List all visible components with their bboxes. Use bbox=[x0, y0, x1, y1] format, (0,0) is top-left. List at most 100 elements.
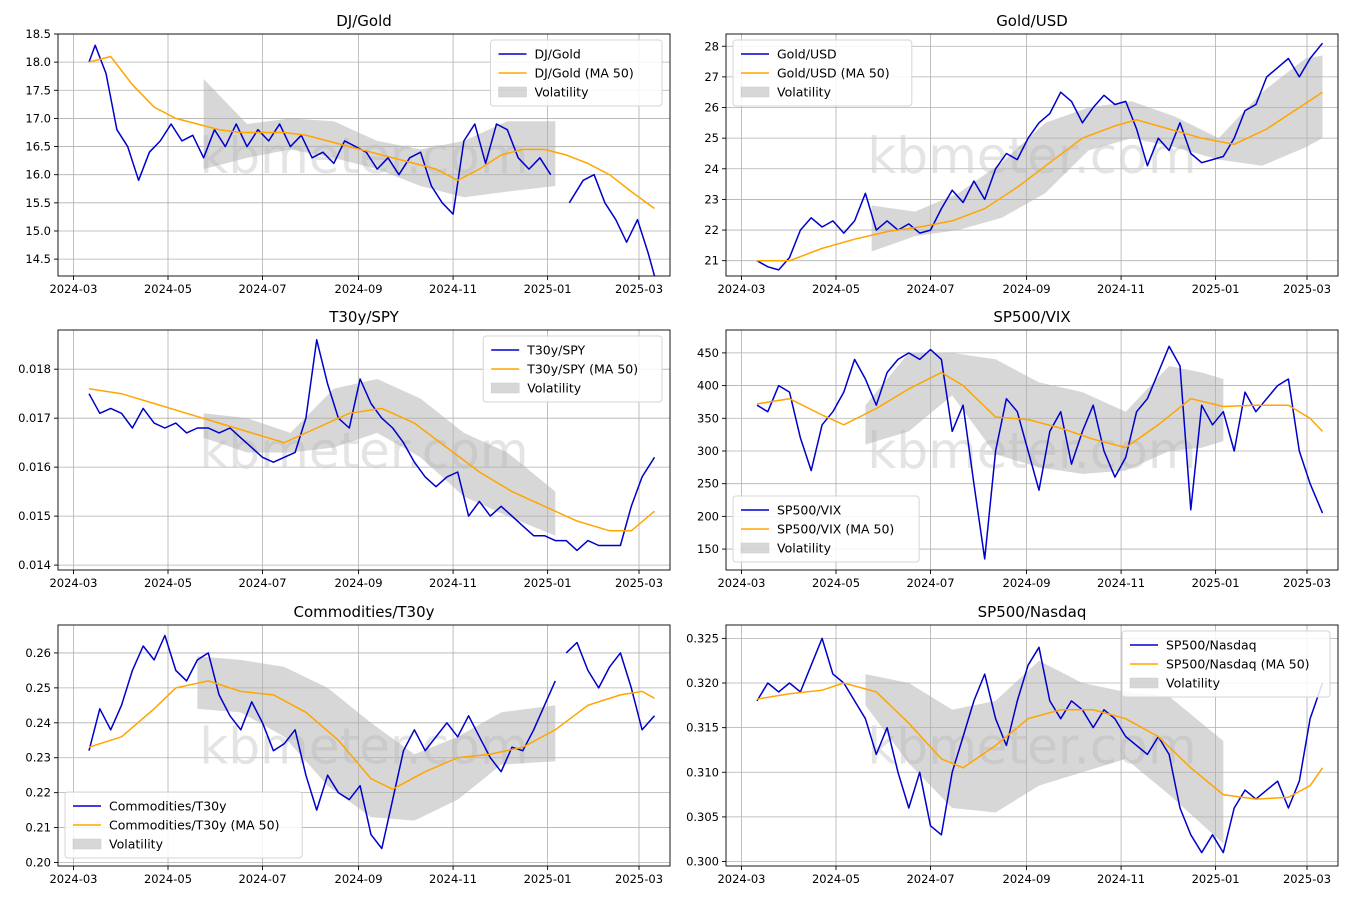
x-tick-label: 2025-01 bbox=[1192, 872, 1240, 886]
chart-panel-4: kbmeter.com2024-032024-052024-072024-092… bbox=[697, 308, 1339, 590]
x-tick-label: 2025-01 bbox=[1192, 282, 1240, 296]
y-tick-label: 0.24 bbox=[25, 716, 51, 730]
x-tick-label: 2024-07 bbox=[906, 872, 954, 886]
x-tick-label: 2024-09 bbox=[1003, 576, 1051, 590]
y-tick-label: 0.20 bbox=[25, 856, 51, 870]
legend: DJ/Gold DJ/Gold (MA 50) Volatility bbox=[490, 39, 663, 107]
volatility-band bbox=[865, 660, 1224, 844]
x-tick-label: 2025-01 bbox=[524, 576, 572, 590]
x-tick-label: 2024-03 bbox=[49, 282, 97, 296]
chart-panel-2: kbmeter.com2024-032024-052024-072024-092… bbox=[704, 12, 1339, 296]
x-tick-label: 2024-03 bbox=[717, 576, 765, 590]
y-tick-label: 16.5 bbox=[25, 140, 51, 154]
plot-frame bbox=[725, 624, 1339, 867]
x-tick-label: 2025-03 bbox=[615, 872, 663, 886]
legend-label: Volatility bbox=[777, 85, 832, 100]
y-tick-label: 16.0 bbox=[25, 168, 51, 182]
y-tick-label: 15.5 bbox=[25, 196, 51, 210]
y-tick-label: 25 bbox=[704, 131, 719, 145]
y-tick-label: 0.23 bbox=[25, 751, 51, 765]
y-tick-label: 24 bbox=[704, 162, 719, 176]
volatility-band bbox=[865, 352, 1224, 474]
y-tick-label: 0.305 bbox=[686, 810, 719, 824]
legend-swatch-volatility bbox=[740, 86, 770, 98]
x-tick-label: 2025-01 bbox=[1192, 576, 1240, 590]
y-tick-label: 0.320 bbox=[686, 676, 719, 690]
price-line bbox=[88, 634, 656, 850]
x-tick-label: 2024-09 bbox=[1003, 282, 1051, 296]
x-tick-label: 2024-03 bbox=[49, 576, 97, 590]
panel-title: DJ/Gold bbox=[336, 12, 392, 30]
volatility-band bbox=[203, 378, 556, 536]
y-tick-label: 0.015 bbox=[18, 509, 51, 523]
panel-title: T30y/SPY bbox=[328, 308, 399, 326]
plot-frame bbox=[725, 33, 1339, 277]
chart-panel-1: kbmeter.com2024-032024-052024-072024-092… bbox=[25, 12, 671, 296]
panel-title: SP500/Nasdaq bbox=[978, 603, 1087, 621]
y-tick-label: 26 bbox=[704, 101, 719, 115]
x-tick-label: 2024-11 bbox=[429, 576, 477, 590]
legend-swatch-volatility bbox=[490, 382, 520, 394]
legend-label: Volatility bbox=[1166, 676, 1221, 691]
ma-line bbox=[88, 680, 655, 791]
y-tick-label: 0.018 bbox=[18, 362, 51, 376]
y-tick-label: 0.016 bbox=[18, 460, 51, 474]
legend: Commodities/T30y Commodities/T30y (MA 50)… bbox=[64, 791, 303, 859]
y-tick-label: 0.310 bbox=[686, 765, 719, 779]
price-line bbox=[756, 637, 1324, 854]
x-tick-label: 2025-03 bbox=[1283, 576, 1331, 590]
y-tick-label: 150 bbox=[697, 542, 719, 556]
legend-label: SP500/Nasdaq bbox=[1166, 638, 1257, 653]
x-tick-label: 2024-09 bbox=[335, 872, 383, 886]
legend-label: SP500/VIX bbox=[777, 503, 842, 518]
legend-box bbox=[482, 335, 663, 403]
y-tick-label: 15.0 bbox=[25, 224, 51, 238]
ma-line bbox=[88, 388, 655, 532]
y-tick-label: 450 bbox=[697, 346, 719, 360]
x-tick-label: 2024-09 bbox=[335, 576, 383, 590]
y-tick-label: 0.325 bbox=[686, 631, 719, 645]
chart-panel-5: kbmeter.com2024-032024-052024-072024-092… bbox=[25, 603, 671, 886]
panel-title: Commodities/T30y bbox=[293, 603, 434, 621]
legend-label: DJ/Gold bbox=[535, 47, 581, 62]
legend-label: Volatility bbox=[109, 837, 164, 852]
legend-label: Commodities/T30y bbox=[109, 799, 227, 814]
y-tick-label: 17.5 bbox=[25, 83, 51, 97]
x-tick-label: 2024-07 bbox=[238, 576, 286, 590]
y-tick-label: 22 bbox=[704, 223, 719, 237]
y-tick-label: 0.21 bbox=[25, 821, 51, 835]
x-tick-label: 2024-05 bbox=[812, 282, 860, 296]
legend-label: SP500/VIX (MA 50) bbox=[777, 522, 894, 537]
y-tick-label: 350 bbox=[697, 411, 719, 425]
x-tick-label: 2024-11 bbox=[1097, 576, 1145, 590]
price-line bbox=[88, 339, 656, 552]
legend-label: Gold/USD bbox=[777, 47, 837, 62]
y-tick-label: 18.0 bbox=[25, 55, 51, 69]
price-line bbox=[756, 42, 1324, 271]
x-tick-label: 2024-11 bbox=[429, 872, 477, 886]
x-tick-label: 2024-03 bbox=[717, 282, 765, 296]
x-tick-label: 2025-03 bbox=[1283, 872, 1331, 886]
plot-frame bbox=[57, 624, 671, 867]
y-tick-label: 0.014 bbox=[18, 558, 51, 572]
y-tick-label: 27 bbox=[704, 70, 719, 84]
y-tick-label: 18.5 bbox=[25, 27, 51, 41]
y-tick-label: 0.017 bbox=[18, 411, 51, 425]
plot-frame bbox=[57, 329, 671, 571]
legend: SP500/VIX SP500/VIX (MA 50) Volatility bbox=[732, 495, 920, 563]
legend: Gold/USD Gold/USD (MA 50) Volatility bbox=[732, 39, 913, 107]
y-tick-label: 0.26 bbox=[25, 646, 51, 660]
legend-label: SP500/Nasdaq (MA 50) bbox=[1166, 657, 1310, 672]
price-line bbox=[88, 44, 656, 276]
y-tick-label: 250 bbox=[697, 477, 719, 491]
y-tick-label: 28 bbox=[704, 39, 719, 53]
y-tick-label: 17.0 bbox=[25, 111, 51, 125]
legend-label: Volatility bbox=[535, 85, 590, 100]
legend-swatch-volatility bbox=[498, 86, 527, 98]
y-tick-label: 200 bbox=[697, 509, 719, 523]
x-tick-label: 2024-11 bbox=[429, 282, 477, 296]
legend: SP500/Nasdaq SP500/Nasdaq (MA 50) Volatili… bbox=[1121, 630, 1331, 698]
x-tick-label: 2025-01 bbox=[524, 282, 572, 296]
x-tick-label: 2024-05 bbox=[144, 576, 192, 590]
